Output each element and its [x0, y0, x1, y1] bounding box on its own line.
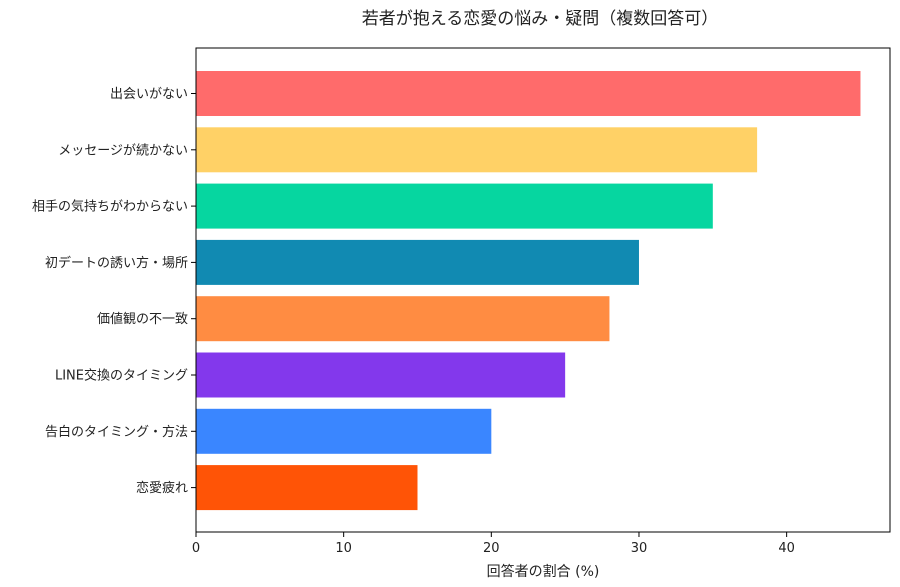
plot-frame: [195, 47, 891, 533]
bar: [196, 183, 713, 229]
y-tick-label: 告白のタイミング・方法: [45, 424, 188, 440]
x-ticks: 0 10 20 30 40: [192, 532, 795, 556]
bar: [196, 465, 418, 511]
x-tick-label: 20: [483, 541, 500, 556]
y-tick-label: LINE交換のタイミング: [55, 368, 188, 384]
y-tick-label: 出会いがない: [110, 87, 188, 102]
bar: [196, 127, 758, 173]
bar: [196, 296, 610, 342]
bars-group: [196, 71, 861, 511]
bar: [196, 352, 566, 398]
x-tick-label: 10: [335, 541, 352, 556]
y-tick-labels: 出会いがないメッセージが続かない相手の気持ちがわからない初デートの誘い方・場所価…: [32, 87, 196, 496]
x-tick-label: 30: [631, 541, 648, 556]
y-tick-label: メッセージが続かない: [58, 143, 188, 158]
y-tick-label: 価値観の不一致: [97, 311, 188, 327]
x-tick-label: 0: [192, 541, 200, 556]
y-tick-label: 恋愛疲れ: [136, 480, 188, 496]
bar: [196, 408, 492, 454]
x-tick-label: 40: [778, 541, 795, 556]
x-axis-label: 回答者の割合 (%): [487, 563, 600, 580]
y-tick-label: 相手の気持ちがわからない: [32, 199, 188, 215]
chart-title: 若者が抱える恋愛の悩み・疑問（複数回答可）: [362, 8, 719, 29]
bar: [196, 239, 639, 285]
y-tick-label: 初デートの誘い方・場所: [45, 255, 188, 271]
bar: [196, 71, 861, 116]
